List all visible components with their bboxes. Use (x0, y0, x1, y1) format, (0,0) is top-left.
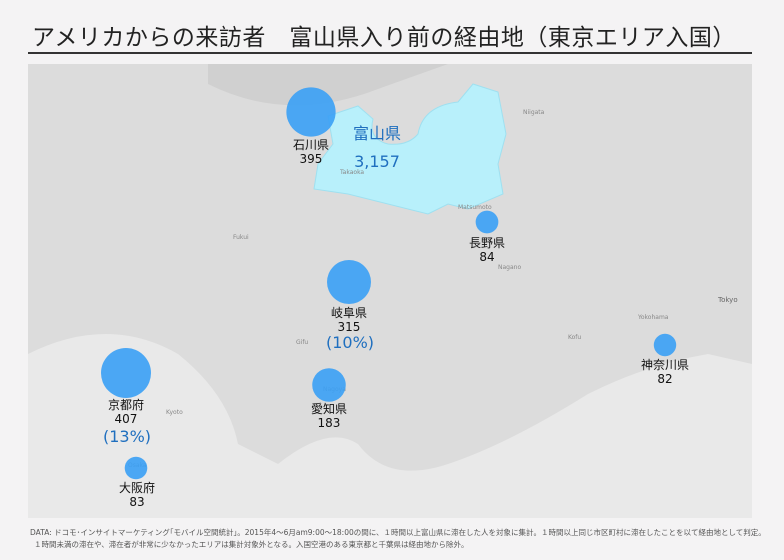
toyama-region (313, 83, 507, 215)
prefecture-value: 82 (657, 372, 673, 386)
prefecture-label-ishikawa: 石川県 395 (293, 138, 329, 166)
prefecture-value: 395 (299, 152, 323, 166)
destination-label: 富山県 3,157 (353, 120, 401, 176)
prefecture-pct-kyoto: (13%) (102, 427, 152, 446)
city-label: Gifu (296, 339, 309, 346)
city-label: Takaoka (340, 169, 365, 176)
prefecture-name: 岐阜県 (330, 306, 368, 320)
city-label: Yokohama (638, 314, 669, 321)
city-label: Osaka (128, 462, 147, 469)
city-label: Niigata (523, 109, 545, 116)
prefecture-name: 神奈川県 (640, 358, 690, 372)
prefecture-name: 長野県 (468, 236, 506, 250)
prefecture-label-kyoto: 京都府 407 (108, 398, 144, 426)
footer-line: １時間未満の滞在や、滞在者が非常に少なかったエリアは集計対象外となる。入国空港の… (34, 540, 469, 549)
prefecture-label-nagano: 長野県 84 (469, 236, 505, 264)
footer-line: DATA: ドコモ･インサイトマーケティング｢モバイル空間統計｣。2015年4～… (30, 528, 766, 537)
data-source-note: DATA: ドコモ･インサイトマーケティング｢モバイル空間統計｣。2015年4～… (30, 527, 766, 551)
destination-value: 3,157 (354, 152, 400, 171)
map-base (28, 64, 752, 518)
prefecture-name: 京都府 (107, 398, 145, 412)
city-label: Nagoya (323, 386, 346, 393)
map-title: アメリカからの来訪者 富山県入り前の経由地（東京エリア入国） (32, 25, 736, 51)
prefecture-value: 315 (337, 320, 361, 334)
prefecture-name: 愛知県 (310, 402, 348, 416)
prefecture-name: 大阪府 (118, 481, 156, 495)
city-label: Kyoto (166, 409, 183, 416)
prefecture-value: 183 (317, 416, 341, 430)
prefecture-value: 84 (479, 250, 495, 264)
city-label: Kofu (568, 334, 582, 341)
prefecture-label-kanagawa: 神奈川県 82 (641, 358, 689, 386)
prefecture-label-gifu: 岐阜県 315 (331, 306, 367, 334)
city-label: Nagano (498, 264, 522, 271)
title-underline (28, 52, 752, 54)
prefecture-label-aichi: 愛知県 183 (311, 402, 347, 430)
prefecture-name: 石川県 (292, 138, 330, 152)
destination-name: 富山県 (352, 124, 402, 143)
city-label: Fukui (233, 234, 249, 241)
city-label: Tokyo (718, 296, 738, 304)
map-area[interactable]: Tokyo Nagano Matsumoto Gifu Nagoya Kyoto… (28, 64, 752, 518)
prefecture-value: 407 (114, 412, 138, 426)
prefecture-value: 83 (129, 495, 145, 509)
prefecture-label-osaka: 大阪府 83 (119, 481, 155, 509)
city-label: Matsumoto (458, 204, 492, 211)
prefecture-pct-gifu: (10%) (325, 333, 375, 352)
